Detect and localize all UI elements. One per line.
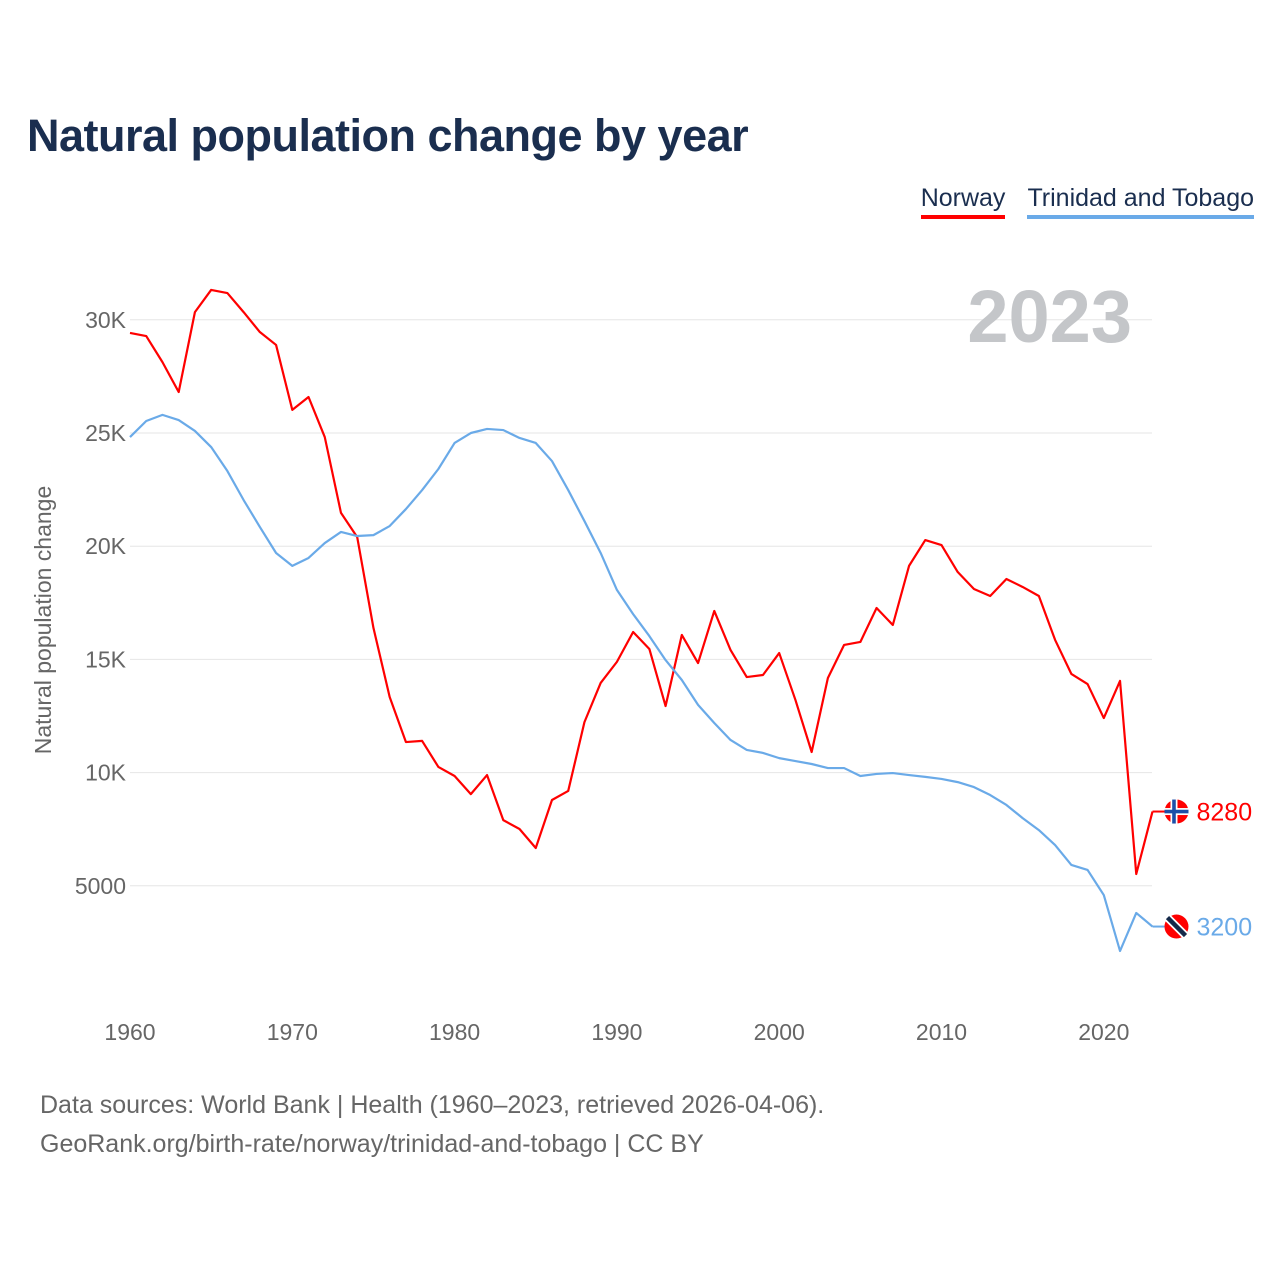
source-link[interactable]: GeoRank.org/birth-rate/norway/trinidad-a…: [40, 1130, 704, 1158]
trinidad-flag-icon: [1164, 914, 1189, 939]
end-value-label: 8280: [1196, 799, 1252, 827]
y-tick-label: 10K: [85, 760, 127, 786]
norway-flag-icon: [1164, 799, 1189, 824]
x-tick-label: 1960: [104, 1019, 155, 1045]
y-tick-label: 25K: [85, 420, 127, 446]
data-source: Data sources: World Bank | Health (1960–…: [40, 1091, 825, 1119]
chart-title: Natural population change by year: [27, 110, 749, 161]
end-value-label: 3200: [1196, 914, 1252, 942]
y-tick-label: 20K: [85, 533, 127, 559]
x-tick-label: 1970: [267, 1019, 318, 1045]
x-tick-label: 2020: [1078, 1019, 1129, 1045]
x-tick-label: 1980: [429, 1019, 480, 1045]
series-line-trinidad-and-tobago[interactable]: [129, 413, 1154, 953]
x-tick-label: 1990: [591, 1019, 642, 1045]
x-tick-label: 2000: [754, 1019, 805, 1045]
y-tick-label: 5000: [75, 873, 126, 899]
footer: Data sources: World Bank | Health (1960–…: [40, 1086, 824, 1164]
series-line-norway[interactable]: [129, 288, 1154, 876]
y-tick-label: 30K: [85, 307, 127, 333]
y-tick-label: 15K: [85, 646, 127, 672]
year-watermark: 2023: [967, 275, 1132, 358]
legend-trinidad-and-tobago[interactable]: Trinidad and Tobago: [1027, 184, 1254, 219]
legend-norway[interactable]: Norway: [920, 184, 1006, 219]
y-axis-label: Natural population change: [30, 486, 56, 755]
legend: Norway Trinidad and Tobago: [920, 184, 1254, 219]
x-tick-label: 2010: [916, 1019, 967, 1045]
